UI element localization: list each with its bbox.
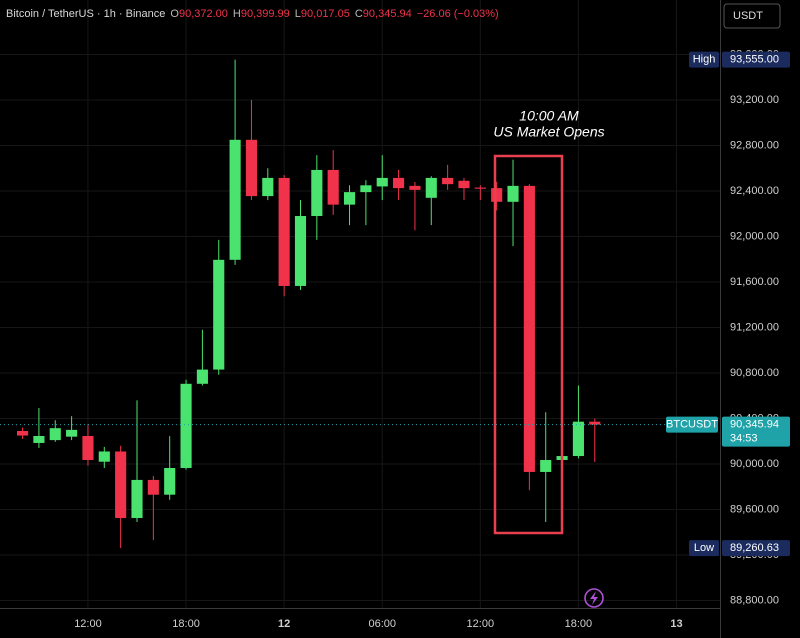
- y-tick-label: 93,200.00: [730, 94, 779, 106]
- candles: [0, 59, 720, 549]
- change: −26.06 (−0.03%): [416, 8, 499, 20]
- candle-body: [278, 177, 290, 286]
- candle-body: [540, 460, 552, 472]
- candle-body: [294, 216, 307, 286]
- candle-body: [474, 187, 486, 189]
- currency-label: USDT: [733, 10, 763, 22]
- candle-body: [229, 139, 241, 260]
- ohlc-label: L: [294, 8, 301, 20]
- y-tick-label: 91,200.00: [730, 321, 779, 333]
- y-tick-label: 92,000.00: [730, 230, 779, 242]
- marker-value-box: [722, 540, 790, 557]
- candle-body: [343, 192, 356, 205]
- candle-body: [491, 188, 503, 202]
- replay-icon[interactable]: [584, 588, 604, 608]
- y-tick-label: 90,000.00: [730, 458, 779, 470]
- marker-name-box: [689, 51, 719, 68]
- candle-body: [262, 177, 274, 197]
- marker-name-box: [689, 540, 719, 557]
- price-labels: High 93,555.00 Low 89,260.63 BTCUSDT 90,345.9…: [666, 51, 790, 557]
- marker-name: BTCUSDT: [666, 419, 718, 431]
- ohlc-value: 90,017.05: [300, 8, 350, 20]
- candle-body: [180, 383, 192, 468]
- candle-body: [17, 431, 29, 436]
- candle-body: [409, 185, 421, 190]
- x-tick-label: 12: [278, 618, 290, 630]
- x-tick-label: 18:00: [565, 618, 593, 630]
- countdown: 34:53: [730, 433, 758, 445]
- candle-body: [33, 436, 45, 443]
- candle-body: [572, 421, 584, 457]
- y-tick-label: 90,800.00: [730, 367, 779, 379]
- marker-name: Low: [694, 542, 714, 554]
- candle-body: [49, 428, 61, 441]
- candle-body: [196, 369, 208, 384]
- ohlc-value: 90,399.99: [240, 8, 290, 20]
- y-tick-label: 92,400.00: [730, 185, 779, 197]
- x-tick-label: 18:00: [172, 618, 200, 630]
- candle-body: [66, 429, 78, 437]
- symbol: Bitcoin / TetherUS · 1h · Binance: [6, 8, 166, 20]
- candle-body: [589, 421, 601, 425]
- candle-body: [147, 479, 159, 495]
- candle-body: [393, 177, 405, 189]
- y-tick-label: 92,800.00: [730, 139, 779, 151]
- candle-body: [442, 177, 454, 185]
- legend-header: Bitcoin / TetherUS · 1h · Binance O 90,37…: [6, 8, 504, 20]
- candle-body: [507, 185, 519, 202]
- candle-body: [82, 436, 94, 461]
- highlight-box: [493, 154, 564, 535]
- ohlc-label: O: [170, 8, 179, 20]
- candle-body: [458, 180, 470, 189]
- candle-body: [245, 139, 258, 197]
- candle-body: [213, 259, 225, 370]
- candle-body: [360, 185, 372, 193]
- ohlc-label: C: [354, 8, 363, 20]
- x-tick-label: 12:00: [74, 618, 102, 630]
- marker-value: 93,555.00: [730, 54, 779, 66]
- y-tick-label: 89,600.00: [730, 503, 779, 515]
- marker-name-box: [666, 416, 718, 433]
- ohlc-value: 90,372.00: [178, 8, 228, 20]
- y-tick-label: 91,600.00: [730, 276, 779, 288]
- marker-value-box: [722, 51, 790, 68]
- ohlc-value: 90,345.94: [362, 8, 412, 20]
- marker-value: 90,345.94: [730, 419, 779, 431]
- marker-value: 89,260.63: [730, 542, 779, 554]
- currency-button[interactable]: [723, 3, 781, 29]
- x-tick-label: 13: [670, 618, 682, 630]
- marker-name: High: [693, 54, 716, 66]
- candle-body: [164, 467, 176, 495]
- y-tick-label: 88,800.00: [730, 594, 779, 606]
- candle-body: [311, 169, 323, 217]
- candle-body: [98, 451, 110, 462]
- x-tick-label: 12:00: [467, 618, 495, 630]
- candle-body: [131, 479, 143, 519]
- annotation: US Market Opens: [493, 124, 604, 140]
- ohlc-label: H: [232, 8, 241, 20]
- annotation: 10:00 AM: [519, 108, 579, 124]
- x-tick-label: 06:00: [368, 618, 396, 630]
- candle-body: [523, 185, 535, 472]
- marker-value-box: [722, 416, 790, 447]
- candle-body: [327, 169, 339, 205]
- candle-body: [425, 177, 437, 198]
- candle-body: [115, 451, 127, 519]
- candle-body: [376, 177, 388, 187]
